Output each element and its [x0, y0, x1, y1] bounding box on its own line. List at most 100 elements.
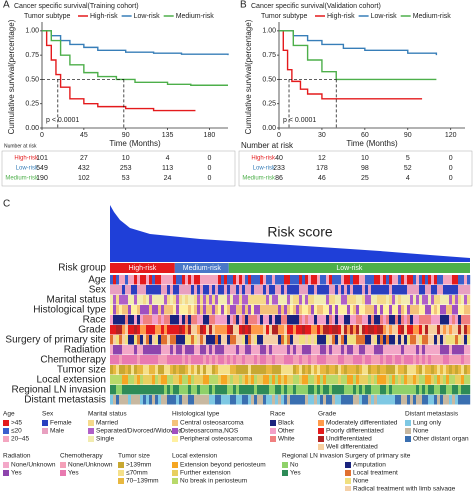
heatmap-cell: [116, 385, 120, 395]
heatmap-cell: [413, 315, 417, 325]
heatmap-cell: [344, 375, 348, 385]
heatmap-cell: [371, 315, 375, 325]
heatmap-cell: [383, 375, 387, 385]
heatmap-cell: [170, 335, 174, 345]
heatmap-cell: [161, 275, 165, 285]
heatmap-cell: [308, 325, 312, 335]
heatmap-cell: [212, 395, 216, 405]
heatmap-cell: [254, 355, 258, 365]
heatmap-cell: [134, 335, 138, 345]
heatmap-cell: [404, 325, 408, 335]
heatmap-cell: [131, 345, 135, 355]
risk-table-title: Number at risk: [4, 143, 37, 149]
legend-swatch: [345, 478, 351, 484]
heatmap-cell: [314, 345, 318, 355]
heatmap-cell: [422, 395, 426, 405]
heatmap-cell: [392, 275, 396, 285]
heatmap-cell: [434, 355, 438, 365]
row-label: Histological type: [33, 305, 106, 316]
heatmap-cell: [224, 395, 228, 405]
survival-curve: [279, 30, 423, 100]
legend-label: Other: [278, 428, 295, 435]
heatmap-cell: [200, 295, 204, 305]
heatmap-cell: [335, 395, 339, 405]
heatmap-cell: [122, 365, 126, 375]
heatmap-cell: [155, 315, 159, 325]
heatmap-cell: [203, 305, 207, 315]
heatmap-cell: [308, 395, 312, 405]
heatmap-cell: [158, 325, 162, 335]
heatmap-cell: [323, 345, 327, 355]
heatmap-cell: [278, 315, 282, 325]
heatmap-cell: [269, 335, 273, 345]
heatmap-cell: [176, 275, 180, 285]
heatmap-cell: [335, 315, 339, 325]
heatmap-cell: [245, 375, 249, 385]
legend-label: Peripheral osteosarcoma: [180, 436, 253, 443]
heatmap-cell: [131, 395, 135, 405]
heatmap-cell: [389, 365, 393, 375]
heatmap-cell: [362, 315, 366, 325]
heatmap-cell: [281, 275, 285, 285]
risk-count: 4: [406, 175, 410, 182]
heatmap-cell: [128, 365, 132, 375]
heatmap-cell: [296, 335, 300, 345]
heatmap-cell: [269, 385, 273, 395]
risk-row-label: High-risk: [14, 156, 39, 162]
heatmap-cell: [215, 325, 219, 335]
heatmap-cell: [356, 305, 360, 315]
risk-count: 432: [78, 165, 90, 172]
heatmap-cell: [113, 325, 117, 335]
heatmap-cell: [401, 375, 405, 385]
heatmap-cell: [149, 345, 153, 355]
heatmap-cell: [353, 335, 357, 345]
heatmap-cell: [143, 395, 147, 405]
heatmap-cell: [227, 335, 231, 345]
heatmap-cell: [362, 375, 366, 385]
heatmap-cell: [110, 315, 114, 325]
heatmap-cell: [467, 315, 471, 325]
heatmap-cell: [296, 305, 300, 315]
heatmap-cell: [377, 375, 381, 385]
heatmap-cell: [434, 275, 438, 285]
heatmap-cell: [425, 285, 429, 295]
heatmap-cell: [293, 355, 297, 365]
heatmap-cell: [374, 375, 378, 385]
heatmap-cell: [173, 345, 177, 355]
heatmap-cell: [341, 355, 345, 365]
heatmap-cell: [143, 345, 147, 355]
heatmap-cell: [185, 325, 189, 335]
x-tick-label: 120: [445, 132, 457, 139]
heatmap-cell: [443, 325, 447, 335]
heatmap-cell: [317, 285, 321, 295]
heatmap-cell: [341, 295, 345, 305]
heatmap-cell: [128, 335, 132, 345]
heatmap-cell: [440, 385, 444, 395]
heatmap-cell: [281, 385, 285, 395]
heatmap-cell: [251, 275, 255, 285]
heatmap-cell: [185, 315, 189, 325]
heatmap-cell: [284, 335, 288, 345]
heatmap-cell: [233, 355, 237, 365]
heatmap-cell: [281, 355, 285, 365]
legend-swatch: [88, 420, 94, 426]
heatmap-cell: [299, 355, 303, 365]
heatmap-cell: [278, 325, 282, 335]
heatmap-cell: [350, 315, 354, 325]
heatmap-cell: [329, 305, 333, 315]
risk-count: 4: [166, 155, 170, 162]
heatmap-cell: [197, 285, 201, 295]
heatmap-cell: [116, 345, 120, 355]
heatmap-cell: [317, 355, 321, 365]
heatmap-cell: [167, 305, 171, 315]
risk-row-label: High-risk: [251, 156, 276, 162]
heatmap-cell: [386, 395, 390, 405]
heatmap-cell: [155, 345, 159, 355]
heatmap-cell: [398, 345, 402, 355]
heatmap-cell: [239, 355, 243, 365]
heatmap-cell: [422, 375, 426, 385]
heatmap-cell: [278, 275, 282, 285]
heatmap-cell: [134, 295, 138, 305]
heatmap-cell: [281, 295, 285, 305]
heatmap-cell: [407, 325, 411, 335]
